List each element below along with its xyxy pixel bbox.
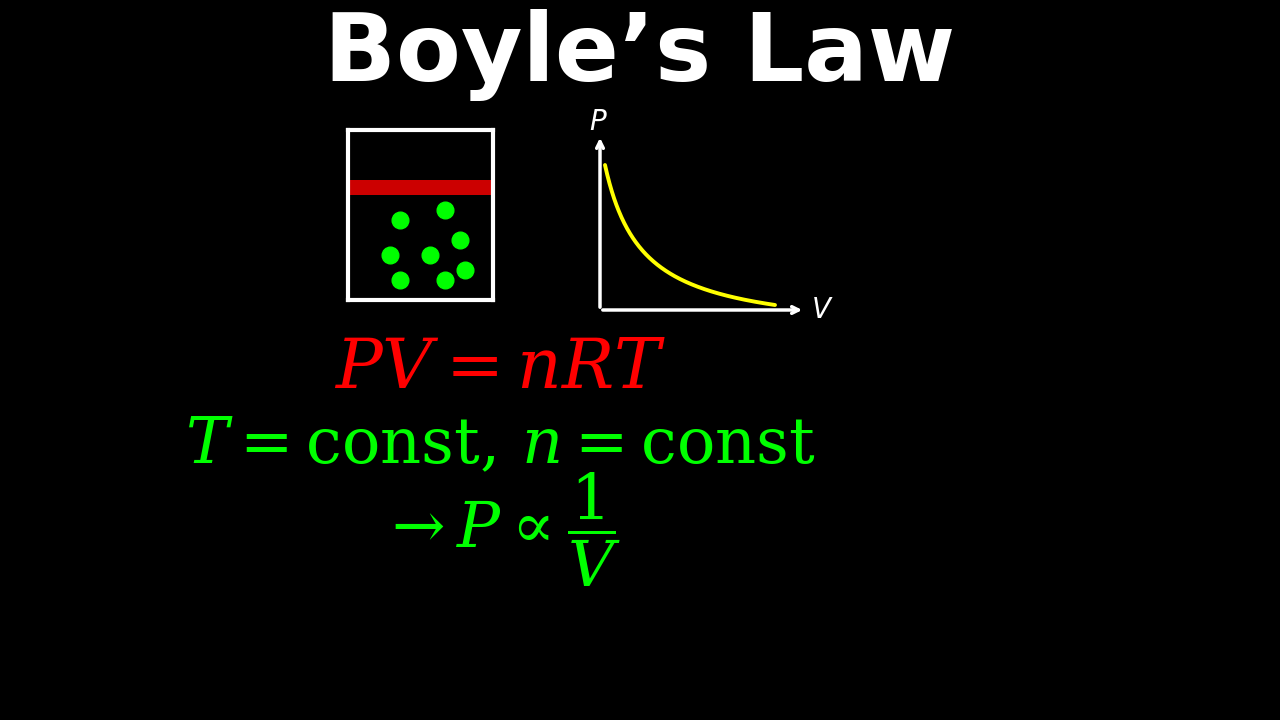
- Text: Boyle’s Law: Boyle’s Law: [324, 9, 956, 101]
- Text: $T = \mathrm{const},\, n = \mathrm{const}$: $T = \mathrm{const},\, n = \mathrm{const…: [184, 414, 815, 476]
- Text: $\rightarrow P \propto \dfrac{1}{V}$: $\rightarrow P \propto \dfrac{1}{V}$: [379, 470, 621, 590]
- Text: V: V: [812, 296, 831, 324]
- Text: $PV = nRT$: $PV = nRT$: [334, 335, 666, 402]
- Bar: [349, 180, 490, 195]
- Text: P: P: [590, 108, 607, 136]
